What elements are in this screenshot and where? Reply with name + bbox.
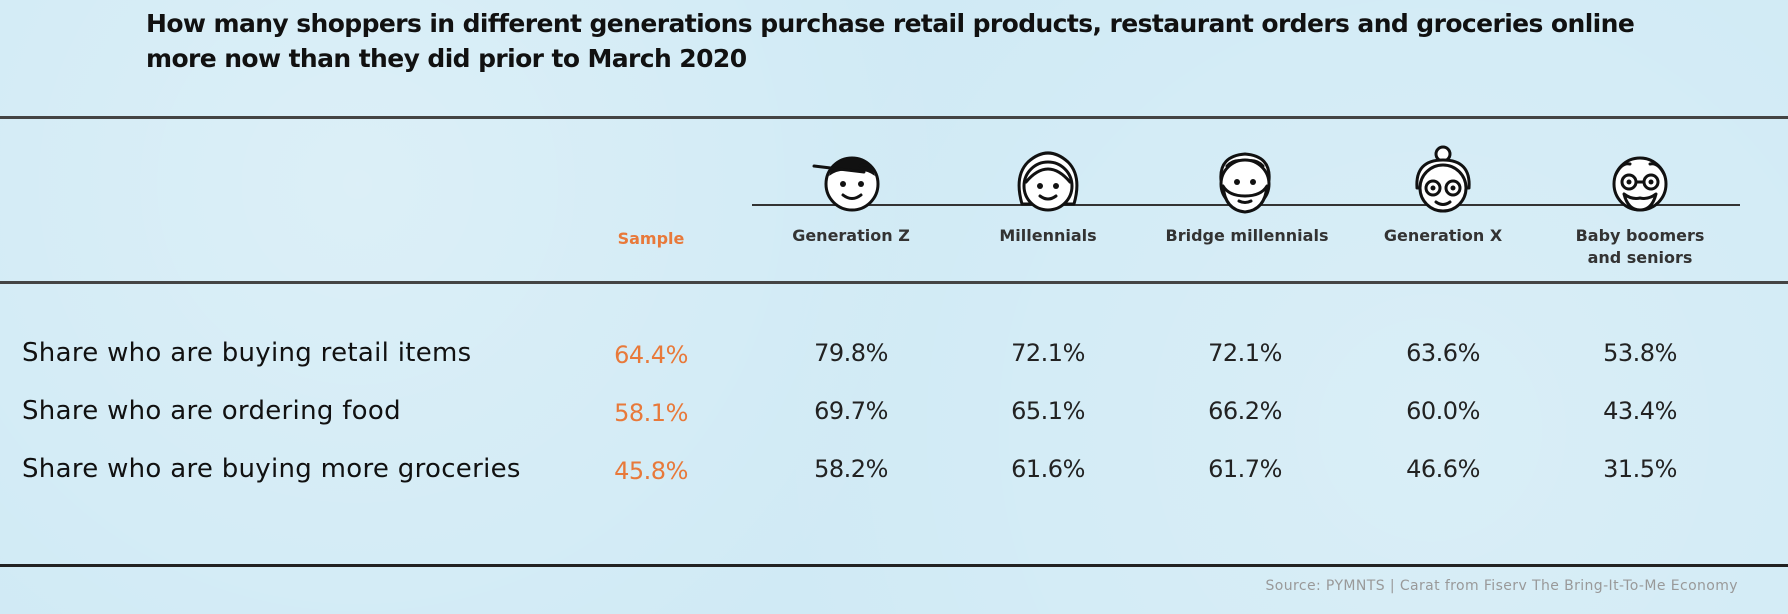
cell-groceries-sample: 45.8%	[614, 457, 688, 485]
chart-title: How many shoppers in different generatio…	[146, 9, 1635, 73]
boomer-face-icon	[1612, 156, 1668, 212]
cell-food-baby-boomers: 43.4%	[1603, 397, 1677, 425]
row-label-food: Share who are ordering food	[22, 396, 401, 426]
row-label-retail: Share who are buying retail items	[22, 338, 472, 368]
cell-food-sample: 58.1%	[614, 399, 688, 427]
cell-groceries-bridge-millennials: 61.7%	[1208, 455, 1282, 483]
millennial-face-icon	[1017, 151, 1079, 212]
cell-retail-sample: 64.4%	[614, 341, 688, 369]
cell-food-generation-x: 60.0%	[1406, 397, 1480, 425]
cell-retail-baby-boomers: 53.8%	[1603, 339, 1677, 367]
cell-food-generation-z: 69.7%	[814, 397, 888, 425]
cell-groceries-generation-x: 46.6%	[1406, 455, 1480, 483]
gen-z-face-icon	[812, 156, 880, 212]
source-note: Source: PYMNTS | Carat from Fiserv The B…	[1265, 578, 1738, 594]
gen-x-face-icon	[1415, 145, 1471, 213]
bottom-divider	[0, 564, 1788, 567]
bridge-millennial-face-icon	[1219, 152, 1271, 214]
column-header-baby-boomers: Baby boomers and seniors	[1575, 226, 1705, 267]
cell-retail-generation-z: 79.8%	[814, 339, 888, 367]
cell-groceries-baby-boomers: 31.5%	[1603, 455, 1677, 483]
cell-groceries-millennials: 61.6%	[1011, 455, 1085, 483]
column-header-generation-z: Generation Z	[792, 226, 910, 245]
cell-groceries-generation-z: 58.2%	[814, 455, 888, 483]
column-header-bridge-millennials: Bridge millennials	[1165, 226, 1329, 245]
column-header-millennials: Millennials	[999, 226, 1097, 245]
cell-food-bridge-millennials: 66.2%	[1208, 397, 1282, 425]
column-header-generation-x: Generation X	[1383, 226, 1503, 245]
cell-food-millennials: 65.1%	[1011, 397, 1085, 425]
cell-retail-millennials: 72.1%	[1011, 339, 1085, 367]
cell-retail-generation-x: 63.6%	[1406, 339, 1480, 367]
header-divider	[0, 281, 1788, 284]
top-divider	[0, 116, 1788, 119]
cell-retail-bridge-millennials: 72.1%	[1208, 339, 1282, 367]
column-header-sample: Sample	[617, 229, 685, 248]
row-label-groceries: Share who are buying more groceries	[22, 454, 521, 484]
